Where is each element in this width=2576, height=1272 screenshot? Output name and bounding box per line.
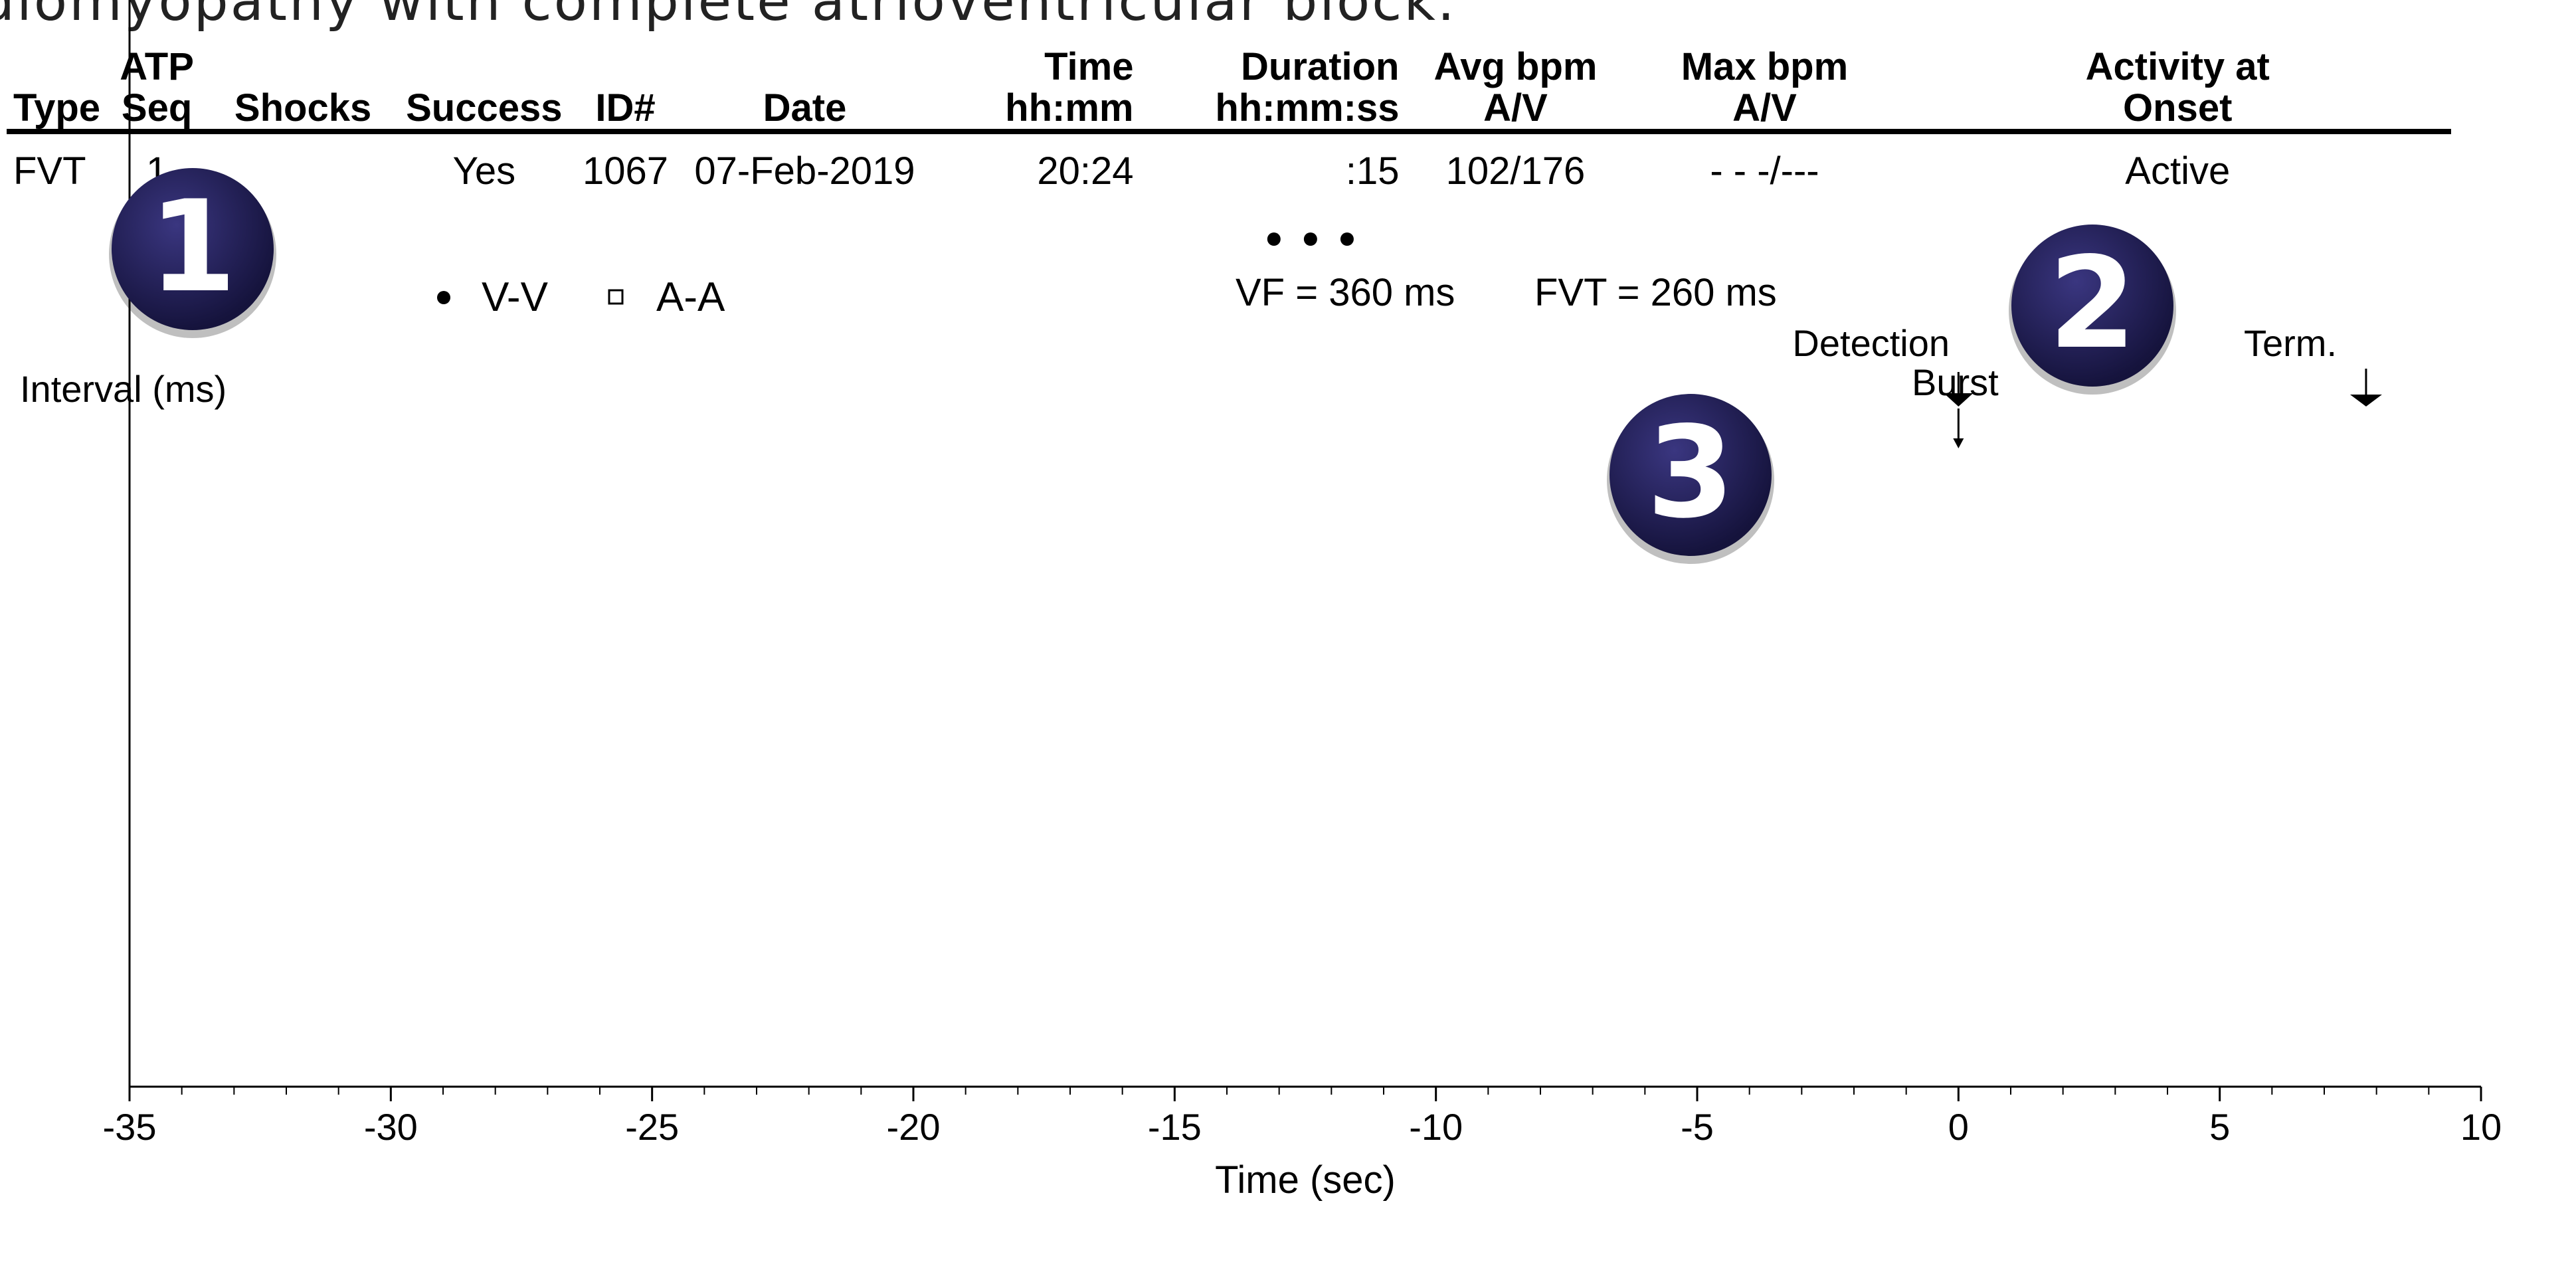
legend-aa-marker: [608, 289, 624, 305]
col-time: Time hh:mm: [927, 46, 1141, 134]
x-tick-label: -10: [1409, 1106, 1463, 1148]
vv-point: [1267, 232, 1281, 246]
cell-max-bpm: - - -/---: [1710, 149, 1819, 193]
col-max-bpm: Max bpm A/V: [1625, 46, 1904, 134]
x-tick-label: -30: [364, 1106, 418, 1148]
vv-point: [1303, 232, 1317, 246]
badge-2-label: 2: [2049, 230, 2136, 377]
col-atp-seq: ATP Seq: [107, 46, 207, 134]
points-layer: [1267, 232, 1354, 246]
legend-vv-marker: [437, 291, 450, 304]
cell-date: 07-Feb-2019: [694, 149, 915, 193]
legend-aa-label: A-A: [656, 274, 725, 320]
cell-success: Yes: [452, 149, 516, 193]
x-tick-label: -35: [103, 1106, 157, 1148]
episode-table-header-row: Type ATP Seq Shocks Success ID# Date Time…: [7, 46, 2451, 134]
badge-2-circle: [2011, 225, 2173, 387]
zone-label-fvt: FVT = 260 ms: [1534, 271, 1777, 314]
badge-1-circle: [112, 168, 274, 330]
col-type: Type: [7, 46, 108, 134]
col-avg-bpm: Avg bpm A/V: [1406, 46, 1625, 134]
x-tick-label: -5: [1681, 1106, 1714, 1148]
col-activity: Activity at Onset: [1904, 46, 2451, 134]
episode-table: Type ATP Seq Shocks Success ID# Date Time…: [7, 46, 2451, 191]
y-axis-title: Interval (ms): [20, 368, 227, 410]
col-id: ID#: [569, 46, 682, 134]
legend-vv-label: V-V: [482, 274, 549, 320]
labels-layer: VF = 360 ms FVT = 260 msV-V A-ADetectionBu…: [437, 271, 2382, 448]
cell-avg-bpm: 102/176: [1445, 149, 1586, 193]
burst-arrow-head: [1953, 438, 1964, 448]
detection-arrow-head: [1944, 393, 1974, 407]
vv-point: [1340, 232, 1354, 246]
cell-type: FVT: [13, 149, 86, 193]
col-success: Success: [399, 46, 569, 134]
x-tick-label: 10: [2460, 1106, 2502, 1148]
x-tick-label: 5: [2209, 1106, 2230, 1148]
x-tick-label: -25: [625, 1106, 679, 1148]
cell-id: 1067: [582, 149, 668, 193]
episode-table-row: FVT 1 Yes 1067 07-Feb-2019 20:24 :15 102…: [7, 132, 2451, 191]
badge-3-label: 3: [1647, 399, 1734, 546]
zone-label-vf: VF = 360 ms: [1236, 271, 1455, 314]
x-axis-title: Time (sec): [1215, 1158, 1396, 1202]
x-tick-label: 0: [1948, 1106, 1969, 1148]
x-tick-label: -15: [1148, 1106, 1202, 1148]
cell-activity: Active: [2125, 149, 2231, 193]
badge-layer: 1 2 3: [109, 168, 2176, 564]
cell-duration: :15: [1345, 149, 1400, 193]
term-arrow-head: [2349, 395, 2382, 407]
event-label-detection: Detection: [1792, 322, 1950, 364]
col-duration: Duration hh:mm:ss: [1140, 46, 1406, 134]
event-label-term: Term.: [2244, 322, 2337, 364]
badge-1-label: 1: [149, 173, 236, 320]
x-tick-label: -20: [887, 1106, 941, 1148]
figure-caption: diomyopathy with complete atrioventricul…: [0, 0, 1457, 33]
cell-time: 20:24: [1037, 149, 1134, 193]
col-date: Date: [682, 46, 928, 134]
col-shocks: Shocks: [207, 46, 400, 134]
badge-3-circle: [1610, 394, 1772, 556]
